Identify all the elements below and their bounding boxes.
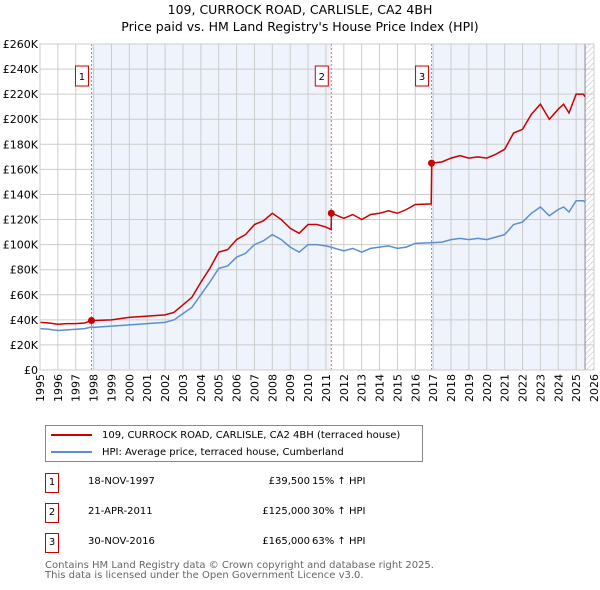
footer-licence: This data is licensed under the Open Gov…	[45, 570, 364, 581]
y-tick-label: £180K	[3, 138, 39, 151]
shade-region	[91, 44, 332, 370]
y-tick-label: £160K	[3, 163, 39, 176]
hpi-line	[39, 199, 586, 332]
x-tick-label: 1996	[52, 374, 65, 402]
x-tick-label: 2025	[570, 374, 583, 402]
legend-swatch-property	[51, 434, 92, 436]
x-tick-label: 2002	[159, 374, 172, 402]
x-tick-label: 2022	[517, 374, 530, 402]
legend-label-hpi: HPI: Average price, terraced house, Cumb…	[102, 446, 344, 458]
x-tick-label: 1995	[34, 374, 47, 402]
x-tick-label: 2011	[320, 374, 333, 402]
x-tick-label: 2000	[123, 374, 136, 402]
x-tick-label: 2014	[374, 374, 387, 402]
sale-badge	[314, 65, 329, 87]
sale-row: 1 18-NOV-1997 £39,500 15% ↑ HPI	[45, 473, 445, 493]
x-tick-label: 2009	[284, 374, 297, 402]
x-tick-label: 2012	[338, 374, 351, 402]
x-tick-label: 2023	[534, 374, 547, 402]
plot-area: 1995 1996 1997 1998 1999 2000 2001 2002 2003 2004…	[3, 38, 600, 402]
y-tick-label: £100K	[3, 239, 39, 252]
y-tick-label: £240K	[3, 63, 39, 76]
sale-date: 21-APR-2011	[88, 506, 153, 517]
y-tick-label: £40K	[10, 314, 39, 327]
x-tick-label: 2018	[445, 374, 458, 402]
legend-label-property: 109, CURROCK ROAD, CARLISLE, CA2 4BH (te…	[102, 429, 401, 441]
legend-item-hpi: HPI: Average price, terraced house, Cumb…	[46, 444, 344, 460]
x-tick-label: 2003	[177, 374, 190, 402]
x-tick-label: 1997	[70, 374, 83, 402]
x-tick-label: 2026	[588, 374, 600, 402]
sale-hpi-change: 15% ↑ HPI	[312, 476, 366, 487]
y-tick-label: £260K	[3, 38, 39, 51]
x-tick-label: 1998	[88, 374, 101, 402]
x-tick-label: 2004	[195, 374, 208, 402]
x-tick-label: 2016	[409, 374, 422, 402]
sale-row-badge: 1	[45, 473, 59, 493]
legend-swatch-hpi	[51, 451, 92, 453]
x-tick-label: 2015	[391, 374, 404, 402]
legend-item-property: 109, CURROCK ROAD, CARLISLE, CA2 4BH (te…	[46, 427, 400, 443]
sale-row-badge: 3	[45, 533, 59, 553]
x-tick-label: 2010	[302, 374, 315, 402]
sale-row: 2 21-APR-2011 £125,000 30% ↑ HPI	[45, 503, 445, 523]
y-tick-label: £220K	[3, 88, 39, 101]
x-tick-label: 1999	[105, 374, 118, 402]
x-tick-label: 2024	[552, 374, 565, 402]
x-tick-label: 2013	[356, 374, 369, 402]
shade-region	[431, 44, 586, 370]
x-tick-label: 2005	[213, 374, 226, 402]
sale-price: £165,000	[262, 536, 310, 547]
x-tick-label: 2007	[248, 374, 261, 402]
sale-badge-label: 1	[79, 72, 85, 83]
y-tick-label: £140K	[3, 188, 39, 201]
legend: 109, CURROCK ROAD, CARLISLE, CA2 4BH (te…	[45, 425, 423, 462]
y-tick-label: £80K	[10, 264, 39, 277]
sale-row-badge: 2	[45, 503, 59, 523]
sale-hpi-change: 30% ↑ HPI	[312, 506, 366, 517]
x-tick-label: 2006	[231, 374, 244, 402]
sale-point	[428, 159, 436, 167]
y-tick-label: £60K	[10, 289, 39, 302]
y-tick-label: £120K	[3, 214, 39, 227]
sale-badge-label: 3	[419, 72, 425, 83]
x-tick-label: 2001	[141, 374, 154, 402]
sale-date: 30-NOV-2016	[88, 536, 155, 547]
sale-point	[87, 316, 95, 324]
chart-title: 109, CURROCK ROAD, CARLISLE, CA2 4BH	[167, 2, 433, 17]
sale-badge-label: 2	[319, 72, 325, 83]
x-tick-label: 2008	[266, 374, 279, 402]
y-tick-label: £200K	[3, 113, 39, 126]
sale-badge	[415, 65, 430, 87]
sale-row: 3 30-NOV-2016 £165,000 63% ↑ HPI	[45, 533, 445, 553]
x-tick-label: 2021	[499, 374, 512, 402]
sale-price: £39,500	[268, 476, 310, 487]
y-tick-label: £20K	[10, 339, 39, 352]
sale-point	[327, 209, 335, 217]
x-tick-label: 2019	[463, 374, 476, 402]
forecast-hatch	[585, 44, 594, 370]
footer-copyright: Contains HM Land Registry data © Crown c…	[45, 560, 434, 571]
plot-border	[39, 43, 595, 371]
chart-subtitle: Price paid vs. HM Land Registry's House …	[121, 19, 479, 34]
y-tick-label: £0	[24, 364, 38, 377]
x-tick-label: 2017	[427, 374, 440, 402]
sale-badge	[74, 65, 89, 87]
sale-price: £125,000	[262, 506, 310, 517]
x-tick-label: 2020	[481, 374, 494, 402]
sale-date: 18-NOV-1997	[88, 476, 155, 487]
sale-hpi-change: 63% ↑ HPI	[312, 536, 366, 547]
